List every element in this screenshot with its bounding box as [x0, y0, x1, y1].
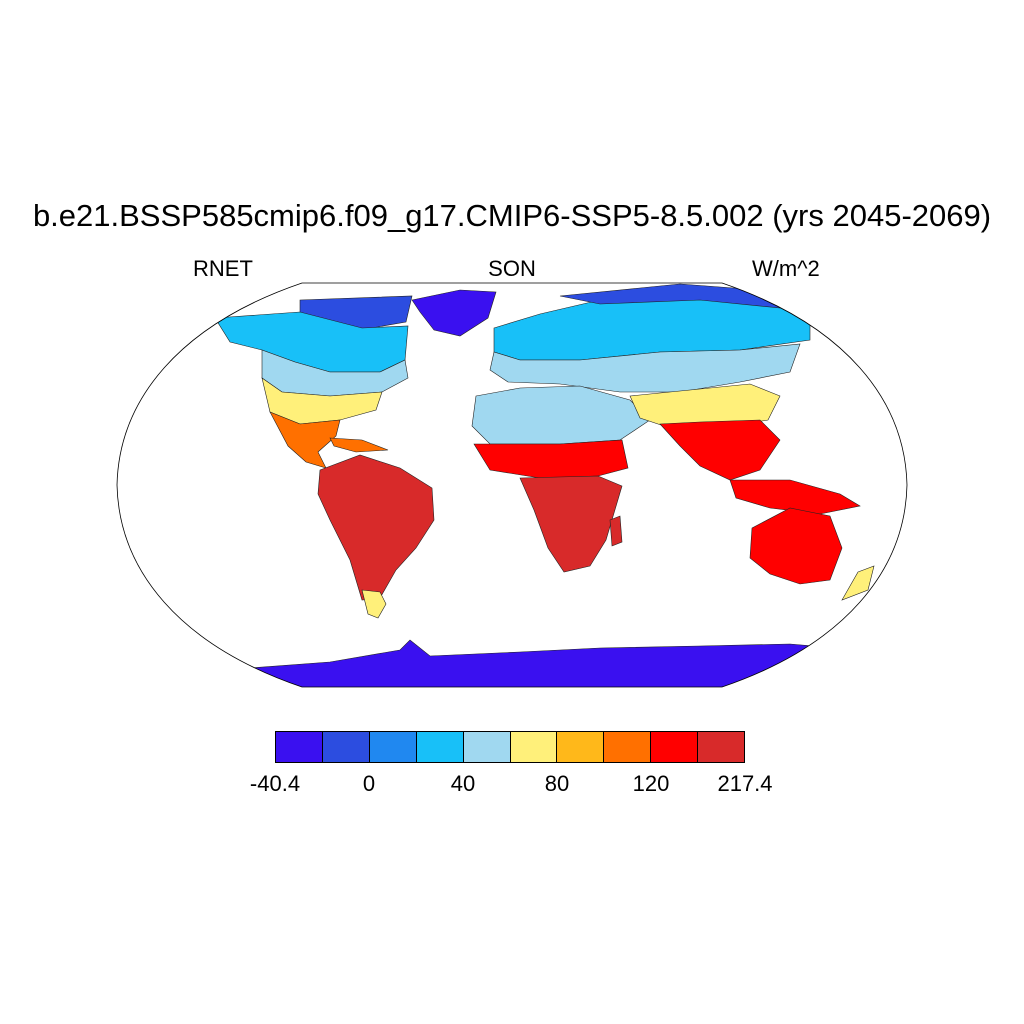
- region-india: [659, 419, 781, 481]
- region-sahel: [473, 439, 629, 479]
- region-greenland: [411, 289, 497, 337]
- region-asia-subtropical: [629, 383, 781, 429]
- colorbar-box-6: [557, 732, 605, 762]
- colorbar-label-5: 217.4: [717, 771, 773, 796]
- season-label: SON: [488, 256, 536, 281]
- region-australia: [749, 507, 843, 585]
- colorbar: [275, 731, 745, 763]
- map-boundary: [116, 282, 908, 688]
- colorbar-box-3: [416, 732, 464, 762]
- variable-label: RNET: [193, 256, 253, 281]
- colorbar-box-9: [698, 732, 745, 762]
- region-indonesia: [729, 479, 861, 515]
- colorbar-box-8: [651, 732, 699, 762]
- colorbar-label-1: 0: [362, 771, 376, 796]
- region-central-africa: [519, 475, 623, 573]
- colorbar-box-0: [276, 732, 323, 762]
- colorbar-label-2: 40: [450, 771, 476, 796]
- colorbar-box-5: [510, 732, 558, 762]
- colorbar-box-7: [604, 732, 652, 762]
- colorbar-label-4: 120: [632, 771, 670, 796]
- region-antarctica: [198, 639, 906, 687]
- colorbar-label-0: -40.4: [249, 771, 301, 796]
- colorbar-box-2: [369, 732, 417, 762]
- region-central-america: [269, 411, 341, 469]
- region-madagascar: [609, 515, 623, 547]
- region-caribbean: [329, 437, 389, 453]
- region-patagonia: [361, 589, 387, 619]
- colorbar-box-1: [322, 732, 370, 762]
- region-amazon: [317, 454, 435, 601]
- colorbar-label-3: 80: [544, 771, 570, 796]
- colorbar-box-4: [463, 732, 511, 762]
- region-new-zealand: [841, 565, 875, 601]
- region-sahara: [471, 385, 651, 445]
- region-central-eurasia: [489, 343, 801, 393]
- units-label: W/m^2: [752, 256, 820, 281]
- map-title: b.e21.BSSP585cmip6.f09_g17.CMIP6-SSP5-8.…: [32, 198, 992, 233]
